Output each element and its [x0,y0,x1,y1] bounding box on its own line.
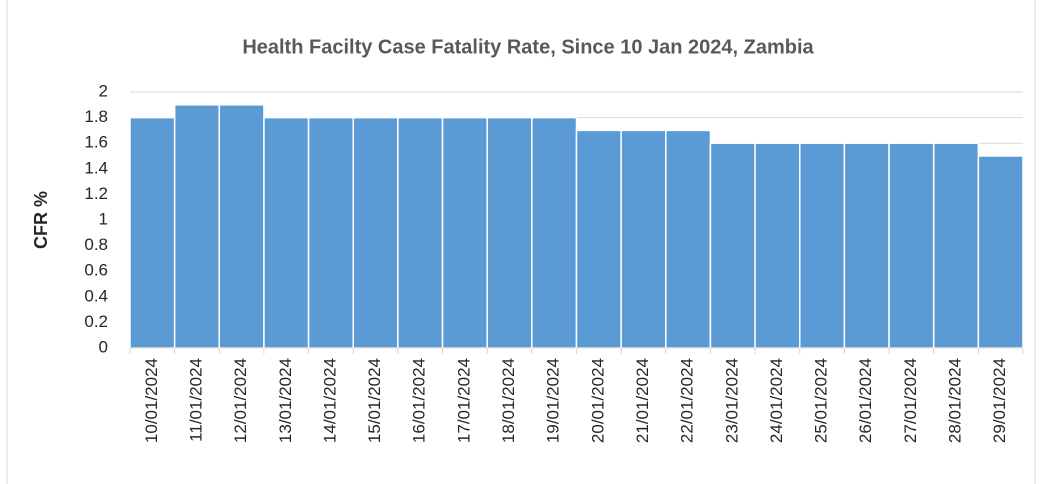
chart-border [6,0,1036,484]
bar [173,104,221,349]
y-tick-label: 1.2 [84,184,108,203]
bar [397,116,444,349]
x-tick-label: 10/01/2024 [142,358,161,443]
x-tick-label: 16/01/2024 [410,358,429,443]
bar [620,129,667,349]
x-tick-label: 26/01/2024 [856,358,875,443]
y-tick-label: 1.4 [84,158,108,177]
bar [843,142,890,349]
x-tick-label: 29/01/2024 [990,358,1009,443]
y-tick-label: 0.2 [84,312,108,331]
bar [932,142,980,349]
y-tick-label: 1 [99,209,108,228]
bar [263,116,310,349]
bar [754,142,801,349]
x-tick-label: 18/01/2024 [499,358,518,443]
bar [441,116,488,349]
bar [709,142,756,349]
x-tick-label: 19/01/2024 [544,358,563,443]
x-tick-label: 23/01/2024 [722,358,741,443]
x-tick-label: 17/01/2024 [454,358,473,443]
y-tick-label: 1.8 [84,107,108,126]
x-tick-label: 12/01/2024 [231,358,250,443]
y-tick-label: 2 [99,81,108,100]
x-tick-label: 28/01/2024 [946,358,965,443]
chart-title: Health Facilty Case Fatality Rate, Since… [242,36,814,58]
bar [888,142,935,349]
x-tick-label: 20/01/2024 [588,358,607,443]
bar [486,116,533,349]
bar [531,116,578,349]
bar [799,142,846,349]
bar [665,129,712,349]
x-tick-label: 15/01/2024 [365,358,384,443]
x-tick-label: 21/01/2024 [633,358,652,443]
x-tick-label: 13/01/2024 [276,358,295,443]
x-tick-label: 22/01/2024 [678,358,697,443]
y-tick-label: 0.6 [84,261,108,280]
y-axis-label: CFR % [31,191,51,249]
y-tick-label: 1.6 [84,133,108,152]
x-tick-label: 14/01/2024 [320,358,339,443]
bar [352,116,399,349]
x-tick-label: 25/01/2024 [812,358,831,443]
y-tick-label: 0.8 [84,235,108,254]
x-tick-label: 27/01/2024 [901,358,920,443]
x-tick-label: 24/01/2024 [767,358,786,443]
bar [307,116,355,349]
x-tick-label: 11/01/2024 [186,358,205,442]
bar [218,104,265,349]
bar [575,129,622,349]
y-tick-label: 0 [99,337,108,356]
bar [977,155,1024,349]
bar [129,116,176,349]
y-tick-label: 0.4 [84,286,108,305]
